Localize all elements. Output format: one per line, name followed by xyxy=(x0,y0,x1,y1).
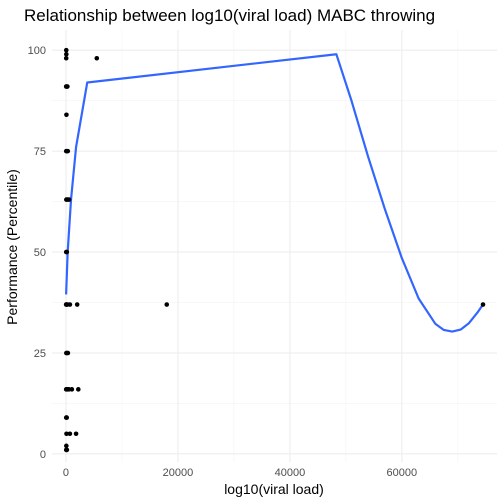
points-layer xyxy=(63,47,486,453)
data-point xyxy=(65,84,70,89)
data-point xyxy=(67,431,73,437)
data-point xyxy=(64,51,69,57)
data-point xyxy=(74,302,80,307)
data-point xyxy=(65,350,71,356)
data-point xyxy=(64,447,70,453)
data-point xyxy=(64,431,69,437)
data-point xyxy=(64,249,70,255)
data-point xyxy=(63,47,69,53)
y-tick-label: 50 xyxy=(34,247,46,259)
y-axis-title: Performance (Percentile) xyxy=(4,169,20,325)
x-tick-label: 20000 xyxy=(163,467,194,479)
x-axis-title: log10(viral load) xyxy=(224,481,324,497)
data-point xyxy=(66,197,72,202)
data-point xyxy=(64,415,70,420)
data-point xyxy=(65,148,71,154)
x-tick-label: 40000 xyxy=(275,467,306,479)
data-point xyxy=(94,55,100,61)
grid xyxy=(52,30,497,462)
data-point xyxy=(64,443,69,449)
data-point xyxy=(64,112,69,118)
x-axis-ticks: 0 20000 40000 60000 xyxy=(63,467,417,479)
smooth-fit-line xyxy=(65,53,484,333)
data-point xyxy=(69,387,75,392)
data-point xyxy=(76,387,81,392)
y-tick-label: 0 xyxy=(40,449,46,461)
x-tick-label: 60000 xyxy=(387,467,418,479)
y-tick-label: 25 xyxy=(34,348,46,360)
y-axis-ticks: 0 25 50 75 100 xyxy=(28,45,46,461)
data-point xyxy=(67,302,73,307)
data-point xyxy=(73,431,79,437)
y-tick-label: 100 xyxy=(28,45,46,57)
smooth-line-layer xyxy=(65,53,484,333)
chart-title: Relationship between log10(viral load) M… xyxy=(24,6,435,25)
y-tick-label: 75 xyxy=(34,146,46,158)
data-point xyxy=(63,55,69,61)
data-point xyxy=(480,302,486,307)
data-point xyxy=(164,302,170,307)
x-tick-label: 0 xyxy=(63,467,69,479)
